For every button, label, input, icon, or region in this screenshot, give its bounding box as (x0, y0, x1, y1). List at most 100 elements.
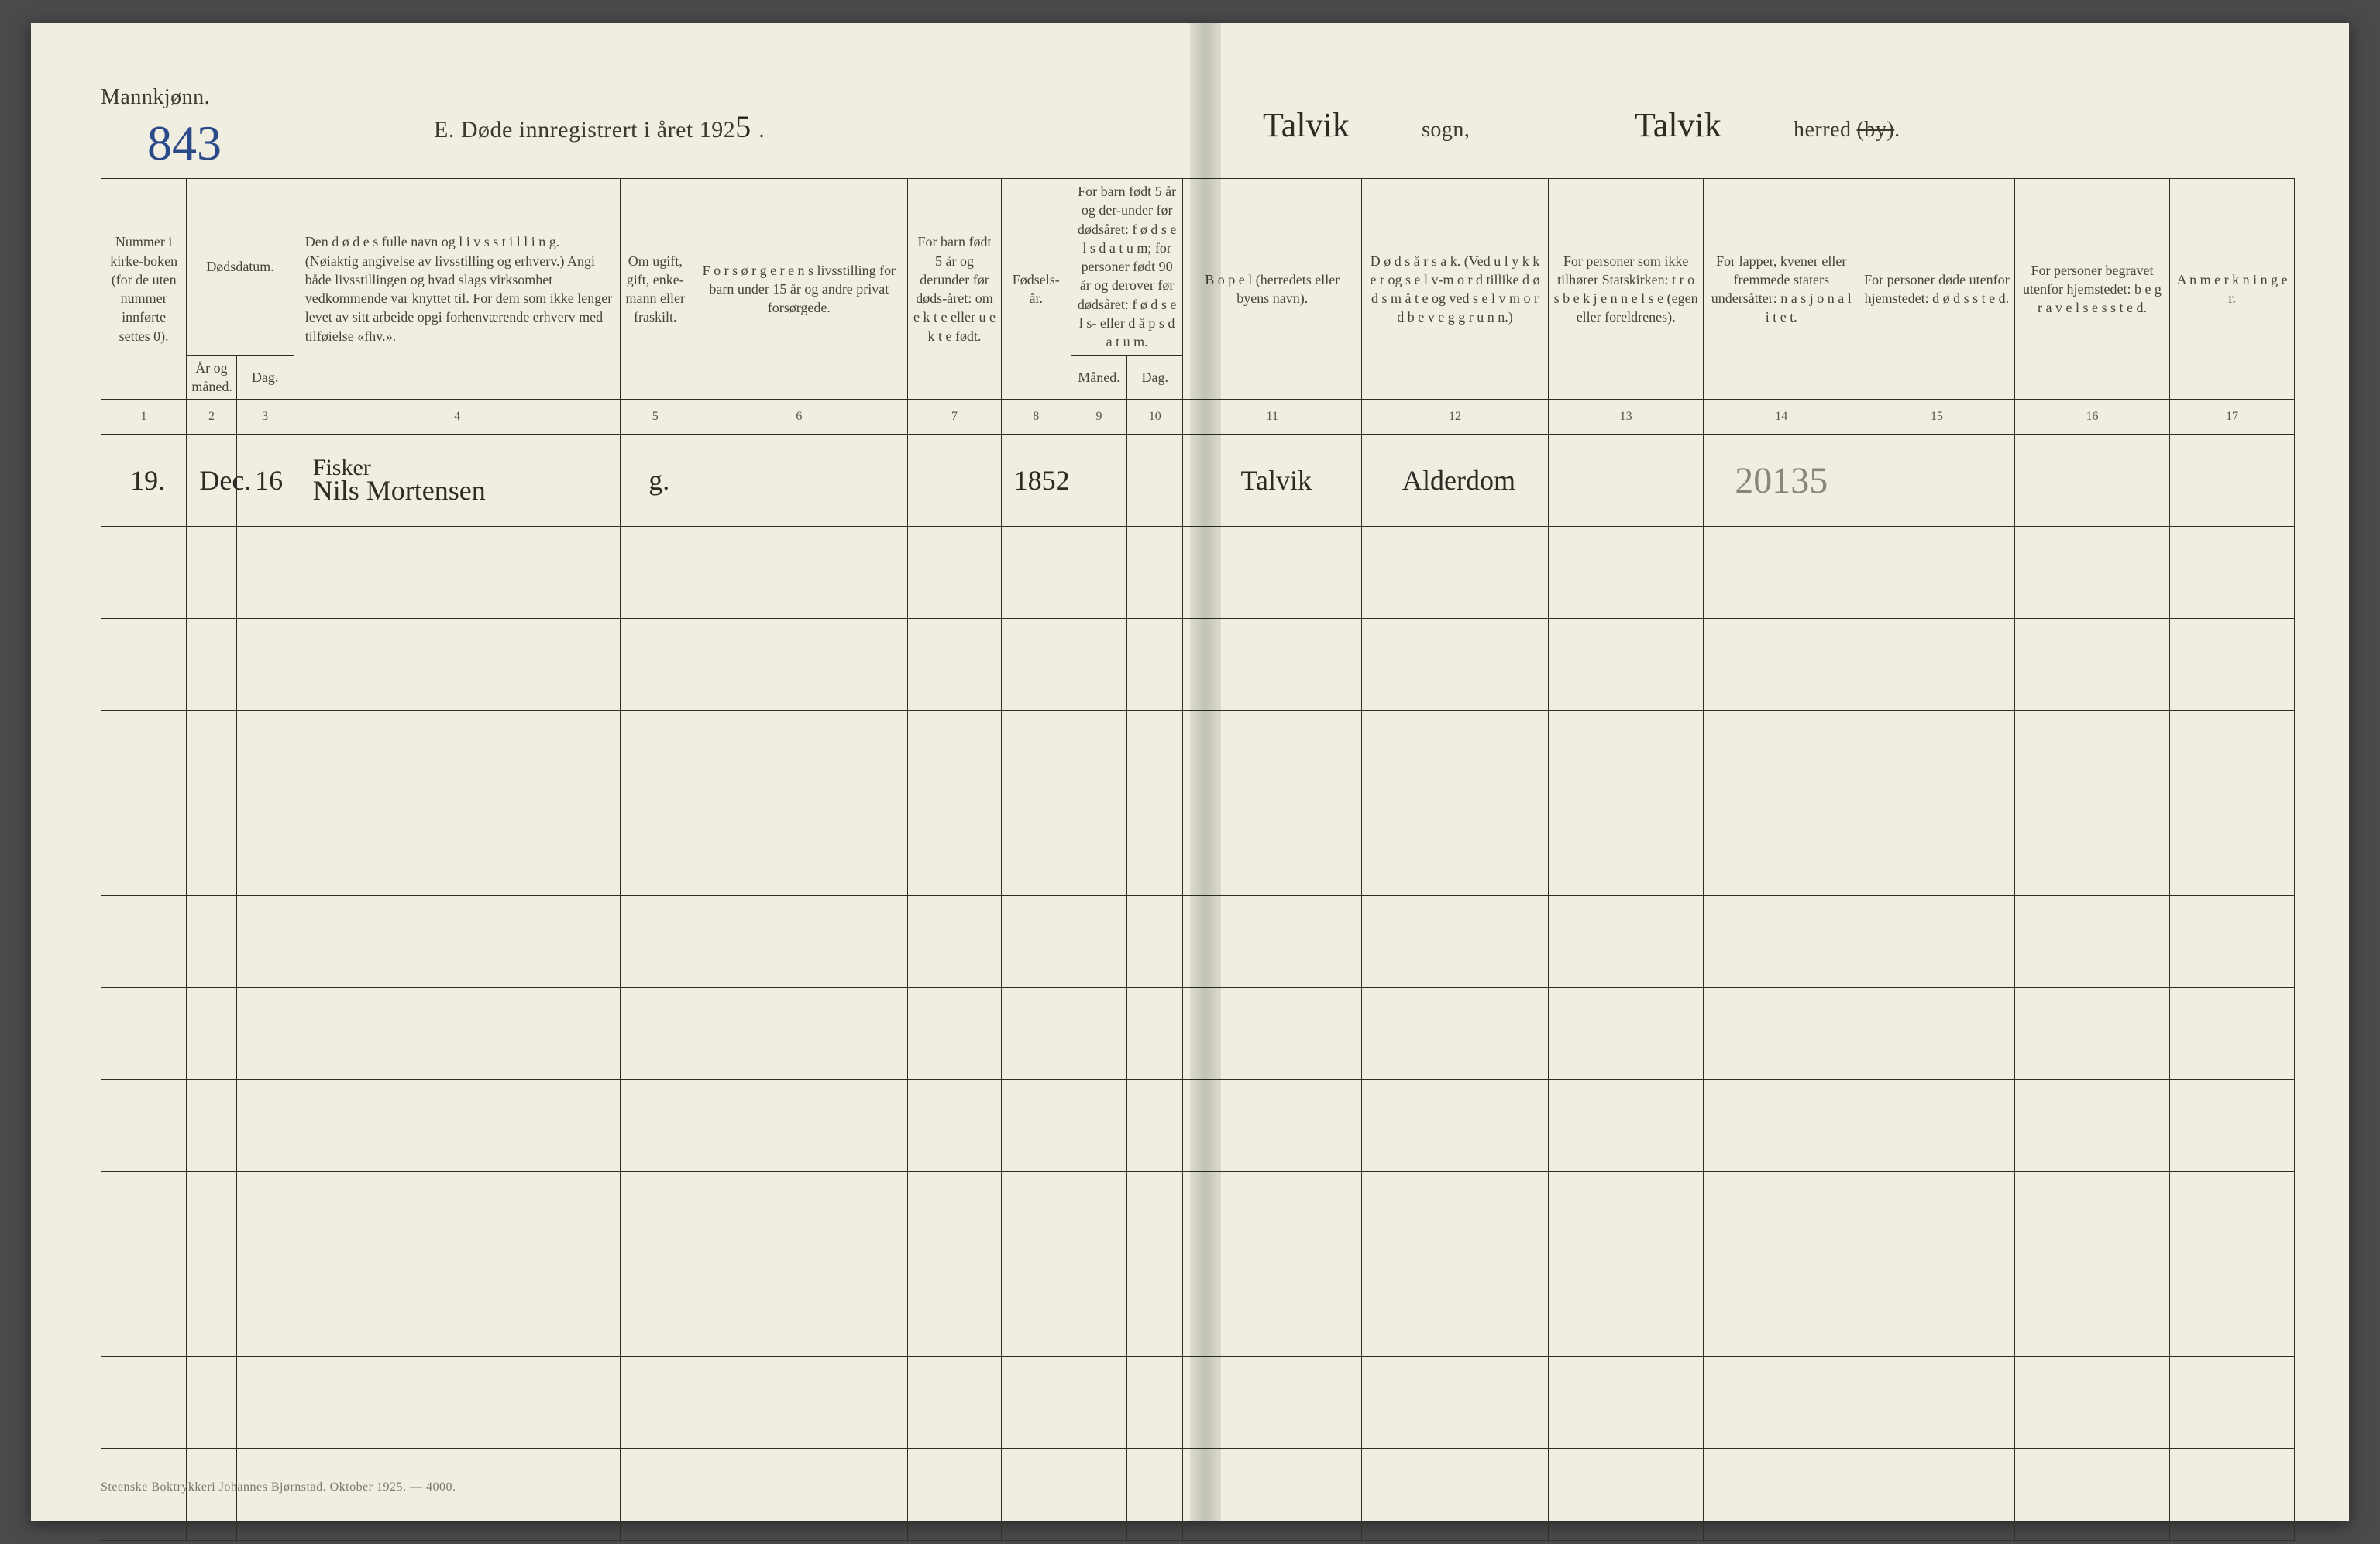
table-cell: 1852 (1001, 435, 1071, 527)
herred-label: herred (1794, 118, 1852, 142)
table-cell (690, 1172, 908, 1264)
table-cell (1704, 988, 1859, 1080)
table-cell (1548, 988, 1704, 1080)
table-cell (101, 896, 187, 988)
table-cell (1548, 711, 1704, 803)
table-cell (187, 1357, 236, 1449)
table-cell (1071, 435, 1126, 527)
column-number: 7 (908, 400, 1001, 435)
col-12-head: D ø d s å r s a k. (Ved u l y k k e r og… (1362, 179, 1549, 400)
table-cell (101, 988, 187, 1080)
col-1-head: Nummer i kirke-boken (for de uten nummer… (101, 179, 187, 400)
table-cell (908, 527, 1001, 619)
table-cell (101, 527, 187, 619)
table-cell (236, 1264, 294, 1357)
col-15-head: For personer døde utenfor hjemstedet: d … (1859, 179, 2015, 400)
table-cell (236, 1449, 294, 1541)
table-head: Nummer i kirke-boken (for de uten nummer… (101, 179, 2295, 435)
table-cell (690, 1080, 908, 1172)
table-cell (1704, 896, 1859, 988)
handwritten-value: g. (641, 465, 669, 496)
table-cell (236, 803, 294, 896)
table-row: 19.Dec.16FiskerNils Mortenseng.1852Talvi… (101, 435, 2295, 527)
table-cell (1704, 1264, 1859, 1357)
col-3-head: Dag. (236, 355, 294, 400)
title-suffix: . (758, 117, 765, 143)
table-cell (1001, 896, 1071, 988)
table-cell (1704, 1357, 1859, 1449)
table-cell (908, 1357, 1001, 1449)
table-cell (1362, 711, 1549, 803)
year-digit: 5 (735, 108, 758, 145)
col-7-head: For barn født 5 år og derunder før døds-… (908, 179, 1001, 400)
table-cell (187, 527, 236, 619)
table-cell (2170, 1080, 2295, 1172)
table-cell (1704, 619, 1859, 711)
table-cell (236, 527, 294, 619)
table-cell (621, 1449, 690, 1541)
table-cell (236, 988, 294, 1080)
col-17-head: A n m e r k n i n g e r. (2170, 179, 2295, 400)
table-cell (2014, 803, 2170, 896)
table-cell (101, 803, 187, 896)
pencil-annotation: 20135 (1735, 460, 1828, 501)
table-cell (1859, 1172, 2015, 1264)
table-cell (908, 1080, 1001, 1172)
table-cell (621, 619, 690, 711)
table-cell (690, 619, 908, 711)
col-8-head: Fødsels-år. (1001, 179, 1071, 400)
table-cell (294, 896, 620, 988)
table-cell (187, 896, 236, 988)
table-cell (690, 527, 908, 619)
table-cell: FiskerNils Mortensen (294, 435, 620, 527)
table-cell (1548, 803, 1704, 896)
table-row (101, 1449, 2295, 1541)
col-14-head: For lapper, kvener eller fremmede stater… (1704, 179, 1859, 400)
column-number: 17 (2170, 400, 2295, 435)
table-cell (101, 619, 187, 711)
handwritten-value: Alderdom (1395, 465, 1515, 496)
table-cell (1071, 1172, 1126, 1264)
table-cell (1704, 803, 1859, 896)
table-cell (1362, 619, 1549, 711)
table-cell (187, 988, 236, 1080)
table-cell (187, 803, 236, 896)
table-cell (2014, 1357, 2170, 1449)
table-cell (621, 1172, 690, 1264)
handwritten-value: Talvik (1233, 465, 1312, 496)
table-cell (1127, 896, 1183, 988)
table-row (101, 711, 2295, 803)
table-cell (908, 619, 1001, 711)
table-cell (1127, 803, 1183, 896)
herred-end: . (1894, 118, 1900, 142)
handwritten-value: Dec. (191, 465, 251, 496)
table-cell (1362, 1449, 1549, 1541)
table-cell (1071, 803, 1126, 896)
table-cell (1548, 435, 1704, 527)
table-cell (236, 711, 294, 803)
table-cell (2170, 896, 2295, 988)
table-cell (294, 1357, 620, 1449)
table-cell (1704, 527, 1859, 619)
table-cell (2014, 1449, 2170, 1541)
table-cell (2014, 527, 2170, 619)
table-cell (294, 527, 620, 619)
table-cell (2170, 1264, 2295, 1357)
name-stack: FiskerNils Mortensen (305, 456, 615, 504)
table-cell (621, 711, 690, 803)
table-cell (1001, 803, 1071, 896)
column-number: 10 (1127, 400, 1183, 435)
table-cell (1127, 1449, 1183, 1541)
table-cell: Talvik (1183, 435, 1362, 527)
table-cell (1362, 1264, 1549, 1357)
column-number: 11 (1183, 400, 1362, 435)
table-cell (101, 1264, 187, 1357)
table-cell (1071, 527, 1126, 619)
table-cell (1362, 1172, 1549, 1264)
table-cell (2170, 711, 2295, 803)
table-cell (187, 1449, 236, 1541)
table-cell (1704, 711, 1859, 803)
table-cell (2170, 988, 2295, 1080)
full-name: Nils Mortensen (305, 476, 486, 504)
table-row (101, 1172, 2295, 1264)
